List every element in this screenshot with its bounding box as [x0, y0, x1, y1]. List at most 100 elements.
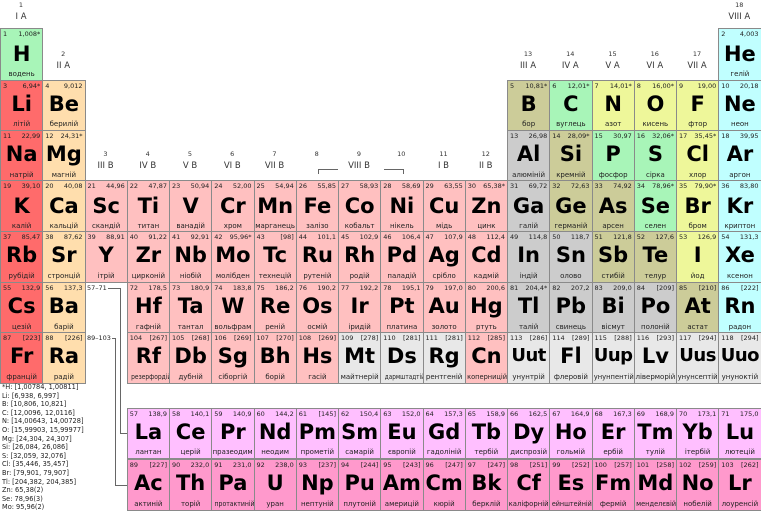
element-cell-pu[interactable]: 94 [244] Pu плутоній — [338, 458, 382, 511]
element-cell-ni[interactable]: 28 58,69 Ni нікель — [380, 180, 424, 233]
element-cell-np[interactable]: 93 [237] Np нептуній — [295, 458, 339, 511]
element-cell-as[interactable]: 33 74,92 As арсен — [591, 180, 635, 233]
element-cell-ce[interactable]: 58 140,1 Ce церій — [169, 408, 213, 459]
element-cell-db[interactable]: 105 [268] Db дубній — [169, 332, 213, 384]
element-cell-al[interactable]: 13 26,98 Al алюміній — [507, 129, 551, 182]
element-cell-ds[interactable]: 110 [281] Ds дармштадтій — [380, 332, 424, 384]
element-cell-ca[interactable]: 20 40,08 Ca кальцій — [42, 180, 86, 233]
element-cell-pa[interactable]: 91 231,0 Pa протактиній — [211, 458, 255, 511]
element-cell-au[interactable]: 79 197,0 Au золото — [422, 281, 466, 334]
element-cell-uup[interactable]: 115 [288] Uup унунпентій — [591, 332, 635, 384]
element-cell-si[interactable]: 14 28,09* Si кремній — [549, 129, 593, 182]
element-cell-be[interactable]: 4 9,012 Be берилій — [42, 79, 86, 131]
element-cell-pd[interactable]: 46 106,4 Pd паладій — [380, 231, 424, 283]
element-cell-kr[interactable]: 36 83,80 Kr криптон — [718, 180, 761, 233]
element-cell-ra[interactable]: 88 [226] Ra радій — [42, 332, 86, 384]
element-cell-fl[interactable]: 114 [289] Fl флеровій — [549, 332, 593, 384]
element-cell-pb[interactable]: 82 207,2 Pb свинець — [549, 281, 593, 334]
element-cell-fr[interactable]: 87 [223] Fr францій — [0, 332, 44, 384]
element-cell-tl[interactable]: 81 204,4* Tl талій — [507, 281, 551, 334]
element-cell-ac[interactable]: 89 [227] Ac актиній — [126, 458, 170, 511]
element-cell-hs[interactable]: 108 [269] Hs гасій — [295, 332, 339, 384]
element-cell-gd[interactable]: 64 157,3 Gd гадоліній — [422, 408, 466, 459]
element-cell-eu[interactable]: 63 152,0 Eu європій — [380, 408, 424, 459]
element-cell-nd[interactable]: 60 144,2 Nd неодим — [253, 408, 297, 459]
element-cell-uus[interactable]: 117 [294] Uus унунсептій — [676, 332, 720, 384]
element-cell-pt[interactable]: 78 195,1 Pt платина — [380, 281, 424, 334]
element-cell-re[interactable]: 75 186,2 Re реній — [253, 281, 297, 334]
element-cell-yb[interactable]: 70 173,1 Yb ітербій — [676, 408, 720, 459]
element-cell-lv[interactable]: 116 [293] Lv ліверморій — [633, 332, 677, 384]
element-cell-ga[interactable]: 31 69,72 Ga галій — [507, 180, 551, 233]
element-cell-tc[interactable]: 43 [98] Tc технецій — [253, 231, 297, 283]
element-cell-bk[interactable]: 97 [247] Bk берклій — [464, 458, 508, 511]
element-cell-sr[interactable]: 38 87,62 Sr стронцій — [42, 231, 86, 283]
element-cell-cl[interactable]: 17 35,45* Cl хлор — [676, 129, 720, 182]
element-cell-mo[interactable]: 42 95,96* Mo молібден — [211, 231, 255, 283]
element-cell-bh[interactable]: 107 [270] Bh борій — [253, 332, 297, 384]
element-cell-se[interactable]: 34 78,96* Se селен — [633, 180, 677, 233]
element-cell-am[interactable]: 95 [243] Am америцій — [380, 458, 424, 511]
element-cell-hg[interactable]: 80 200,6 Hg ртуть — [464, 281, 508, 334]
element-cell-hf[interactable]: 72 178,5 Hf гафній — [126, 281, 170, 334]
element-cell-at[interactable]: 85 [210] At астат — [676, 281, 720, 334]
element-cell-md[interactable]: 101 [258] Md менделєвій — [633, 458, 677, 511]
element-cell-po[interactable]: 84 [209] Po полоній — [633, 281, 677, 334]
element-cell-cn[interactable]: 112 [285] Cn коперницій — [464, 332, 508, 384]
element-cell-ba[interactable]: 56 137,3 Ba барій — [42, 281, 86, 334]
element-cell-tb[interactable]: 65 158,9 Tb тербій — [464, 408, 508, 459]
element-cell-cu[interactable]: 29 63,55 Cu мідь — [422, 180, 466, 233]
element-cell-sc[interactable]: 21 44,96 Sc скандій — [84, 180, 128, 233]
element-cell-cd[interactable]: 48 112,4 Cd кадмій — [464, 231, 508, 283]
element-cell-dy[interactable]: 66 162,5 Dy диспрозій — [507, 408, 551, 459]
element-cell-fm[interactable]: 100 [257] Fm фермій — [591, 458, 635, 511]
element-cell-fe[interactable]: 26 55,85 Fe залізо — [295, 180, 339, 233]
element-cell-lu[interactable]: 71 175,0 Lu лютецій — [718, 408, 761, 459]
element-cell-ti[interactable]: 22 47,87 Ti титан — [126, 180, 170, 233]
element-cell-la[interactable]: 57 138,9 La лантан — [126, 408, 170, 459]
element-cell-li[interactable]: 3 6,94* Li літій — [0, 79, 44, 131]
element-cell-xe[interactable]: 54 131,3 Xe ксенон — [718, 231, 761, 283]
element-cell-ar[interactable]: 18 39,95 Ar аргон — [718, 129, 761, 182]
element-cell-na[interactable]: 11 22,99 Na натрій — [0, 129, 44, 182]
element-cell-rb[interactable]: 37 85,47 Rb рубідій — [0, 231, 44, 283]
element-cell-mn[interactable]: 25 54,94 Mn марганець — [253, 180, 297, 233]
element-cell-lr[interactable]: 103 [262] Lr лоуренсій — [718, 458, 761, 511]
element-cell-ag[interactable]: 47 107,9 Ag срібло — [422, 231, 466, 283]
element-cell-nb[interactable]: 41 92,91 Nb ніобій — [169, 231, 213, 283]
element-cell-es[interactable]: 99 [252] Es ейнштейній — [549, 458, 593, 511]
element-cell-uut[interactable]: 113 [286] Uut унунтрій — [507, 332, 551, 384]
element-cell-co[interactable]: 27 58,93 Co кобальт — [338, 180, 382, 233]
element-cell-cs[interactable]: 55 132,9 Cs цезій — [0, 281, 44, 334]
element-cell-mt[interactable]: 109 [278] Mt майтнерій — [338, 332, 382, 384]
element-cell-zn[interactable]: 30 65,38* Zn цинк — [464, 180, 508, 233]
element-cell-sg[interactable]: 106 [269] Sg сіборгій — [211, 332, 255, 384]
element-cell-he[interactable]: 2 4,003 He гелій — [718, 28, 761, 81]
element-cell-th[interactable]: 90 232,0 Th торій — [169, 458, 213, 511]
element-cell-bi[interactable]: 83 209,0 Bi вісмут — [591, 281, 635, 334]
element-cell-sb[interactable]: 51 121,8 Sb стибій — [591, 231, 635, 283]
element-cell-pm[interactable]: 61 [145] Pm прометій — [295, 408, 339, 459]
element-cell-cm[interactable]: 96 [247] Cm кюрій — [422, 458, 466, 511]
element-cell-no[interactable]: 102 [259] No нобелій — [676, 458, 720, 511]
element-cell-zr[interactable]: 40 91,22 Zr цирконій — [126, 231, 170, 283]
element-cell-te[interactable]: 52 127,6 Te телур — [633, 231, 677, 283]
element-cell-ho[interactable]: 67 164,9 Ho гольмій — [549, 408, 593, 459]
element-cell-ge[interactable]: 32 72,63 Ge германій — [549, 180, 593, 233]
element-cell-er[interactable]: 68 167,3 Er ербій — [591, 408, 635, 459]
element-cell-cf[interactable]: 98 [251] Cf каліфорній — [507, 458, 551, 511]
element-cell-br[interactable]: 35 79,90* Br бром — [676, 180, 720, 233]
element-cell-in[interactable]: 49 114,8 In індій — [507, 231, 551, 283]
element-cell-ru[interactable]: 44 101,1 Ru рутеній — [295, 231, 339, 283]
element-cell-ne[interactable]: 10 20,18 Ne неон — [718, 79, 761, 131]
